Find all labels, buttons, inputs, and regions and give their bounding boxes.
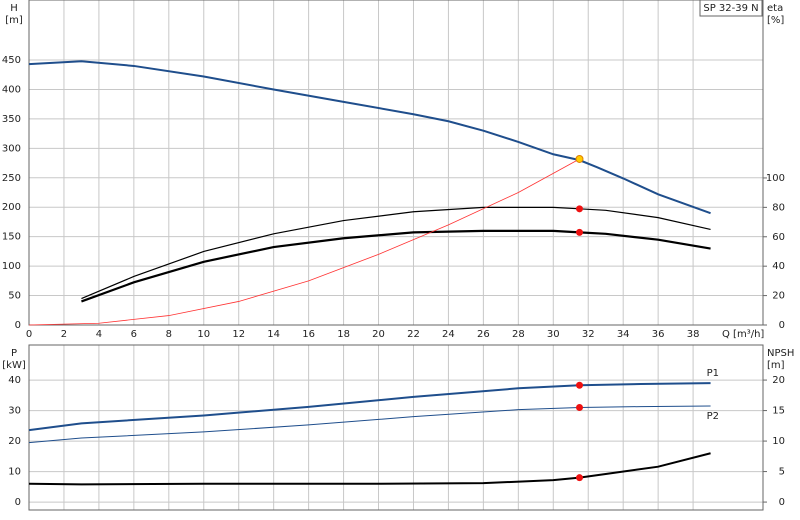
x-tick-label: 30 xyxy=(547,329,560,340)
x-axis-label: Q [m³/h] xyxy=(722,329,764,340)
title-box xyxy=(699,0,763,17)
curve xyxy=(81,206,711,300)
y2-tick-label: 60 xyxy=(772,232,785,243)
x-tick-label: 10 xyxy=(197,329,210,340)
curve xyxy=(28,158,580,326)
x-tick-label: 18 xyxy=(337,329,350,340)
y2-tick-label: 15 xyxy=(772,406,785,417)
x-tick-label: 6 xyxy=(131,329,137,340)
curve xyxy=(28,60,711,215)
y2-tick-label: 80 xyxy=(772,202,785,213)
y-tick-label: 20 xyxy=(8,436,21,447)
y-tick-label: 50 xyxy=(8,291,21,302)
y2-tick-label: 0 xyxy=(779,497,785,508)
y2-axis-label: eta xyxy=(767,3,783,14)
curve xyxy=(28,382,711,432)
y-tick-label: 30 xyxy=(8,406,21,417)
plot-area xyxy=(29,345,763,510)
x-tick-label: 20 xyxy=(372,329,385,340)
x-tick-label: 28 xyxy=(512,329,525,340)
y2-axis-unit: [m] xyxy=(767,360,785,371)
plot-frame xyxy=(28,344,764,511)
x-tick-label: 36 xyxy=(652,329,665,340)
plot-area xyxy=(29,0,763,325)
y-tick-label: 400 xyxy=(2,84,21,95)
x-tick-label: 4 xyxy=(96,329,102,340)
y-tick-label: 300 xyxy=(2,143,21,154)
y2-tick-label: 20 xyxy=(772,291,785,302)
curve-label: P1 xyxy=(707,368,719,379)
operating-point xyxy=(575,154,584,163)
x-tick-label: 22 xyxy=(407,329,420,340)
x-tick-label: 14 xyxy=(267,329,280,340)
y2-tick-label: 0 xyxy=(779,320,785,331)
y-tick-label: 0 xyxy=(15,497,21,508)
y-tick-label: 10 xyxy=(8,467,21,478)
x-tick-label: 38 xyxy=(687,329,700,340)
y2-tick-label: 20 xyxy=(772,375,785,386)
x-tick-label: 16 xyxy=(302,329,315,340)
x-tick-label: 24 xyxy=(442,329,455,340)
y2-axis-unit: [%] xyxy=(767,15,784,26)
y-axis-label: P xyxy=(11,348,17,359)
curve-label: P2 xyxy=(707,411,719,422)
x-tick-label: 32 xyxy=(582,329,595,340)
operating-point xyxy=(576,404,583,412)
operating-point xyxy=(576,228,583,236)
y2-tick-label: 100 xyxy=(766,173,785,184)
x-tick-label: 12 xyxy=(232,329,245,340)
y-tick-label: 200 xyxy=(2,202,21,213)
y-axis-label: H xyxy=(10,3,18,14)
y2-tick-label: 40 xyxy=(772,261,785,272)
x-tick-label: 26 xyxy=(477,329,490,340)
y2-tick-label: 5 xyxy=(779,467,785,478)
y-tick-label: 250 xyxy=(2,173,21,184)
curve xyxy=(28,452,711,486)
y-tick-label: 40 xyxy=(8,375,21,386)
operating-point xyxy=(576,381,583,389)
y-axis-unit: [kW] xyxy=(2,360,26,371)
x-tick-label: 8 xyxy=(166,329,172,340)
y2-tick-label: 10 xyxy=(772,436,785,447)
y2-axis-label: NPSH xyxy=(767,348,794,359)
curve xyxy=(81,229,711,303)
y-tick-label: 100 xyxy=(2,261,21,272)
chart-title: SP 32-39 N xyxy=(703,3,758,14)
plot-frame xyxy=(28,0,764,326)
y-tick-label: 150 xyxy=(2,232,21,243)
operating-point xyxy=(576,474,583,482)
operating-point xyxy=(576,205,583,213)
curve xyxy=(28,405,711,444)
y-tick-label: 450 xyxy=(2,55,21,66)
x-tick-label: 34 xyxy=(617,329,630,340)
x-tick-label: 0 xyxy=(26,329,32,340)
y-tick-label: 0 xyxy=(15,320,21,331)
y-tick-label: 350 xyxy=(2,114,21,125)
x-tick-label: 2 xyxy=(61,329,67,340)
y-axis-unit: [m] xyxy=(5,15,23,26)
